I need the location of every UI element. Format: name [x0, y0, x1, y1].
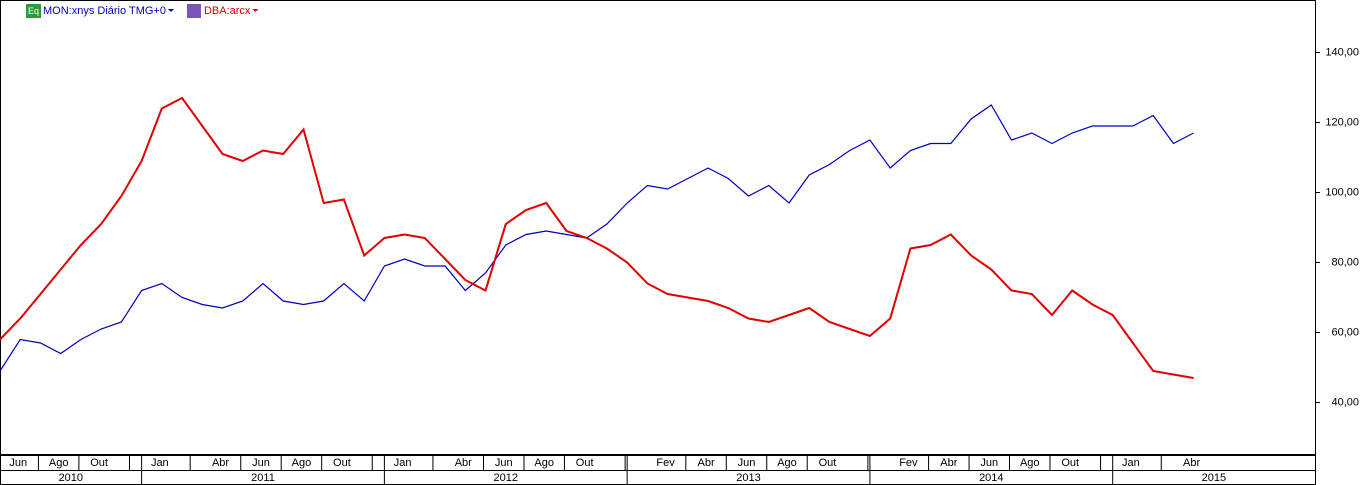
x-tick-label: Out [90, 457, 108, 469]
y-tick-label: 120,00 [1325, 116, 1359, 128]
x-tick-label: Jan [394, 457, 412, 469]
x-tick-label: Jun [980, 457, 998, 469]
y-tick-label: 100,00 [1325, 186, 1359, 198]
x-tick-label: Jan [151, 457, 169, 469]
year-label: 2014 [979, 472, 1003, 484]
x-tick-label: Jan [1122, 457, 1140, 469]
x-tick-label: Fev [656, 457, 675, 469]
year-label: 2012 [494, 472, 518, 484]
x-tick-label: Ago [534, 457, 554, 469]
y-tick-label: 80,00 [1331, 256, 1359, 268]
legend-dropdown[interactable] [167, 9, 174, 12]
year-label: 2010 [59, 472, 83, 484]
legend-label[interactable]: MON:xnys Diário TMG+0 [43, 5, 166, 17]
x-tick-label: Out [576, 457, 594, 469]
y-tick-label: 40,00 [1331, 396, 1359, 408]
x-tick-label: Out [333, 457, 351, 469]
x-tick-label: Out [819, 457, 837, 469]
legend-label[interactable]: DBA:arcx [204, 5, 251, 17]
legend-badge [26, 4, 41, 18]
x-tick-label: Jun [252, 457, 270, 469]
x-tick-label: Abr [1183, 457, 1200, 469]
x-tick-label: Jun [738, 457, 756, 469]
year-label: 2013 [736, 472, 760, 484]
x-tick-label: Abr [212, 457, 229, 469]
x-tick-label: Abr [697, 457, 714, 469]
x-tick-label: Abr [455, 457, 472, 469]
y-tick-label: 140,00 [1325, 46, 1359, 58]
year-label: 2015 [1202, 472, 1226, 484]
x-tick-label: Abr [940, 457, 957, 469]
legend-badge [186, 4, 201, 18]
series-line [0, 96, 1194, 379]
x-tick-label: Ago [49, 457, 69, 469]
year-label: 2011 [251, 472, 275, 484]
series-line [0, 104, 1194, 372]
x-tick-label: Jun [9, 457, 27, 469]
legend-badge-text: Eq [28, 6, 39, 16]
x-tick-label: Ago [1020, 457, 1040, 469]
y-tick-label: 60,00 [1331, 326, 1359, 338]
plot-frame [0, 0, 1316, 455]
x-tick-label: Ago [777, 457, 797, 469]
x-tick-label: Ago [292, 457, 312, 469]
x-tick-label: Jun [495, 457, 513, 469]
x-tick-label: Fev [899, 457, 918, 469]
x-tick-label: Out [1061, 457, 1079, 469]
legend-dropdown[interactable] [252, 9, 259, 12]
